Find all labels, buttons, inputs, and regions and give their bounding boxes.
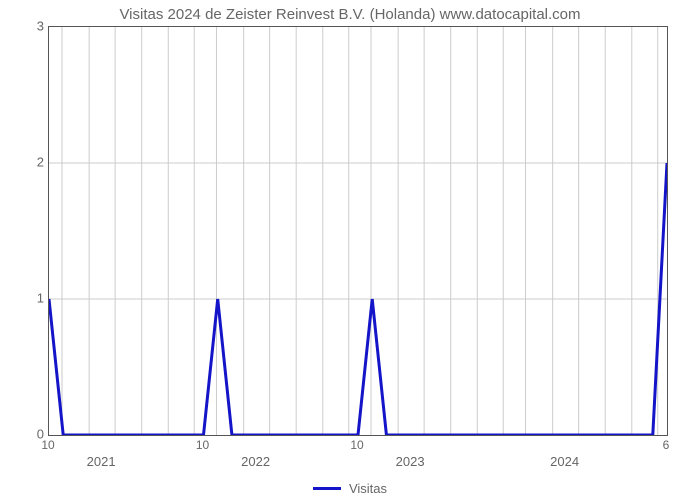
x-major-label: 2022 [241, 454, 270, 469]
x-minor-label: 6 [663, 438, 670, 452]
legend-swatch [313, 487, 341, 490]
x-major-label: 2023 [396, 454, 425, 469]
x-minor-label: 10 [350, 438, 363, 452]
chart-container: Visitas 2024 de Zeister Reinvest B.V. (H… [0, 0, 700, 500]
y-tick-label: 1 [37, 291, 44, 306]
plot-area [48, 26, 668, 436]
x-major-label: 2021 [87, 454, 116, 469]
chart-title: Visitas 2024 de Zeister Reinvest B.V. (H… [0, 6, 700, 23]
x-major-label: 2024 [550, 454, 579, 469]
y-tick-label: 2 [37, 155, 44, 170]
x-minor-label: 10 [41, 438, 54, 452]
legend: Visitas [0, 480, 700, 496]
plot-svg [49, 27, 667, 435]
legend-label: Visitas [349, 481, 387, 496]
x-minor-label: 10 [196, 438, 209, 452]
y-tick-label: 3 [37, 19, 44, 34]
